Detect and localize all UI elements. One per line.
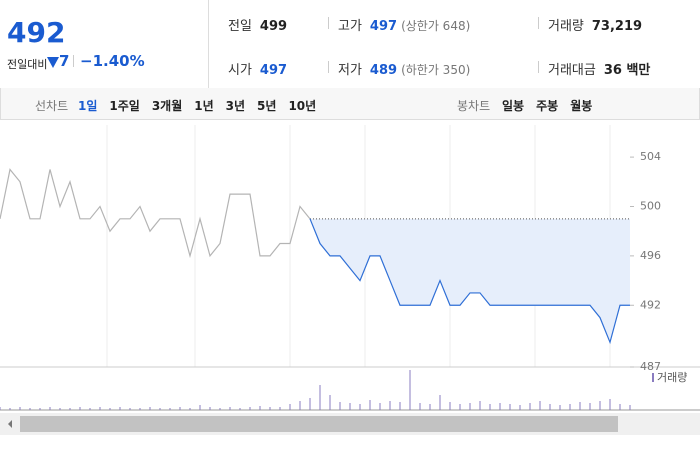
scroll-thumb[interactable] [20,416,618,432]
price-line [309,218,630,345]
tab[interactable]: 3개월 [151,99,183,113]
y-tick-label: 500 [640,199,661,212]
y-tick-label: 504 [640,150,661,163]
price: 492 [7,16,66,49]
stat-value: 36 백만 [603,63,651,78]
scroll-left [8,420,12,428]
stat-label: 거래대금 [548,63,596,78]
area-fill [310,218,630,343]
stat-note: (상한가 648) [401,19,471,33]
stat: 고가 497 (상한가 648) [328,15,471,34]
down-arrow [47,57,59,68]
stat-note: (하한가 350) [401,63,471,77]
stat-label: 고가 [338,19,362,34]
tab[interactable]: 3년 [225,99,246,113]
stat-label: 저가 [338,63,362,78]
stat-label: 시가 [228,63,252,78]
header: 492 전일대비 7 −1.40% 전일 499 고가 497 (상한가 648) 거래량… [0,0,700,89]
change: 7 [59,52,70,70]
divider [538,61,539,73]
y-tick-label: 487 [640,360,661,373]
legend-swatch [652,373,654,382]
tab[interactable]: 월봉 [570,99,593,113]
tab[interactable]: 1년 [194,99,214,113]
divider [538,17,539,29]
stat-value: 499 [259,19,288,34]
price-line [0,168,311,259]
stat: 저가 489 (하한가 350) [328,59,471,78]
tab-group-label: 봉차트 [457,99,491,113]
stat-value: 497 [369,19,398,34]
stat: 시가 497 [228,59,287,78]
tab[interactable]: 1주일 [109,99,140,113]
tab[interactable]: 주봉 [536,99,559,113]
tab-group-label: 선차트 [35,99,69,113]
stat-value: 489 [369,63,398,78]
tab[interactable]: 10년 [288,99,317,113]
legend-label: 거래량 [657,371,687,384]
price-box: 492 전일대비 7 −1.40% [0,0,209,88]
tab[interactable]: 5년 [257,99,277,113]
stat-label: 거래량 [548,19,584,34]
tab[interactable]: 1일 [78,99,98,113]
change-rate: −1.40% [80,52,145,70]
stat-value: 73,219 [591,19,643,34]
divider [328,17,329,29]
y-tick-label: 496 [640,249,661,262]
y-tick-label: 492 [640,298,661,311]
stat: 거래대금 36 백만 [538,59,651,78]
tab-bar: 선차트 1일 1주일 3개월 1년 3년 5년 10년 봉차트 일봉 주봉 월봉 [0,88,700,120]
stat: 전일 499 [228,15,287,34]
stat: 거래량 73,219 [538,15,643,34]
divider [73,55,74,67]
divider [328,61,329,73]
tab[interactable]: 일봉 [502,99,525,113]
change-label: 전일대비 [7,58,48,71]
stat-value: 497 [259,63,288,78]
stat-label: 전일 [228,19,252,34]
